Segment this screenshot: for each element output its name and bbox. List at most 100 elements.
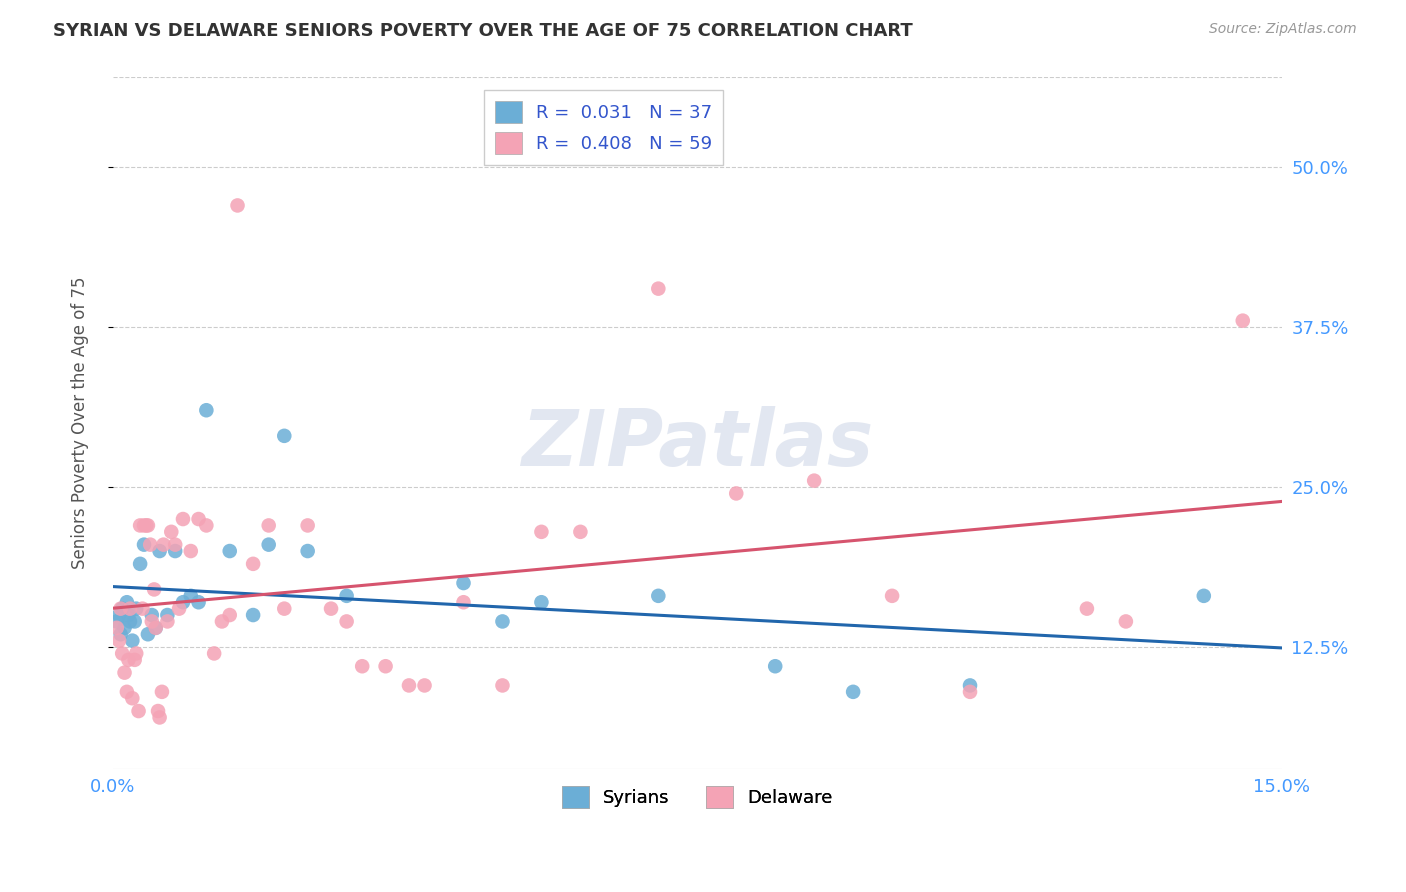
Point — [165, 544, 187, 558]
Point — [453, 595, 475, 609]
Point — [352, 659, 374, 673]
Point — [172, 595, 194, 609]
Point — [336, 615, 359, 629]
Point — [141, 615, 163, 629]
Y-axis label: Seniors Poverty Over the Age of 75: Seniors Poverty Over the Age of 75 — [72, 277, 89, 569]
Point — [136, 627, 159, 641]
Point — [150, 685, 173, 699]
Point — [211, 615, 233, 629]
Text: ZIPatlas: ZIPatlas — [522, 406, 873, 482]
Point — [139, 538, 162, 552]
Point — [491, 678, 513, 692]
Point — [108, 633, 131, 648]
Point — [121, 691, 143, 706]
Point — [1192, 589, 1215, 603]
Point — [530, 524, 553, 539]
Point — [180, 544, 202, 558]
Point — [167, 601, 190, 615]
Point — [165, 538, 187, 552]
Point — [647, 282, 669, 296]
Point — [257, 538, 280, 552]
Point — [195, 403, 218, 417]
Point — [117, 653, 139, 667]
Point — [172, 512, 194, 526]
Point — [160, 524, 183, 539]
Point — [125, 647, 148, 661]
Point — [1115, 615, 1137, 629]
Point — [226, 198, 249, 212]
Point — [149, 544, 172, 558]
Point — [803, 474, 825, 488]
Point — [218, 608, 240, 623]
Point — [413, 678, 436, 692]
Point — [149, 710, 172, 724]
Point — [297, 544, 319, 558]
Point — [218, 544, 240, 558]
Point — [121, 633, 143, 648]
Point — [145, 621, 167, 635]
Point — [131, 601, 153, 615]
Point — [491, 615, 513, 629]
Point — [105, 621, 128, 635]
Point — [118, 615, 141, 629]
Point — [453, 576, 475, 591]
Point — [319, 601, 342, 615]
Point — [273, 429, 295, 443]
Point — [110, 627, 132, 641]
Point — [111, 601, 134, 615]
Text: Source: ZipAtlas.com: Source: ZipAtlas.com — [1209, 22, 1357, 37]
Point — [114, 621, 136, 635]
Point — [569, 524, 592, 539]
Point — [1232, 313, 1254, 327]
Point — [136, 518, 159, 533]
Point — [108, 608, 131, 623]
Point — [530, 595, 553, 609]
Point — [132, 518, 155, 533]
Point — [114, 665, 136, 680]
Point — [111, 647, 134, 661]
Point — [152, 538, 174, 552]
Point — [647, 589, 669, 603]
Point — [146, 704, 169, 718]
Point — [115, 685, 138, 699]
Point — [297, 518, 319, 533]
Point — [105, 615, 128, 629]
Point — [110, 601, 132, 615]
Point — [187, 512, 209, 526]
Point — [242, 608, 264, 623]
Point — [135, 518, 157, 533]
Point — [842, 685, 865, 699]
Point — [180, 589, 202, 603]
Point — [763, 659, 786, 673]
Point — [117, 608, 139, 623]
Point — [128, 704, 150, 718]
Point — [124, 615, 146, 629]
Point — [374, 659, 396, 673]
Point — [202, 647, 225, 661]
Point — [1076, 601, 1098, 615]
Point — [257, 518, 280, 533]
Point — [273, 601, 295, 615]
Legend: Syrians, Delaware: Syrians, Delaware — [554, 779, 839, 815]
Point — [125, 601, 148, 615]
Point — [124, 653, 146, 667]
Point — [959, 678, 981, 692]
Point — [129, 518, 152, 533]
Point — [959, 685, 981, 699]
Point — [336, 589, 359, 603]
Text: SYRIAN VS DELAWARE SENIORS POVERTY OVER THE AGE OF 75 CORRELATION CHART: SYRIAN VS DELAWARE SENIORS POVERTY OVER … — [53, 22, 912, 40]
Point — [242, 557, 264, 571]
Point — [132, 538, 155, 552]
Point — [187, 595, 209, 609]
Point — [141, 608, 163, 623]
Point — [398, 678, 420, 692]
Point — [129, 557, 152, 571]
Point — [156, 608, 179, 623]
Point — [118, 601, 141, 615]
Point — [880, 589, 903, 603]
Point — [115, 595, 138, 609]
Point — [145, 621, 167, 635]
Point — [195, 518, 218, 533]
Point — [725, 486, 748, 500]
Point — [156, 615, 179, 629]
